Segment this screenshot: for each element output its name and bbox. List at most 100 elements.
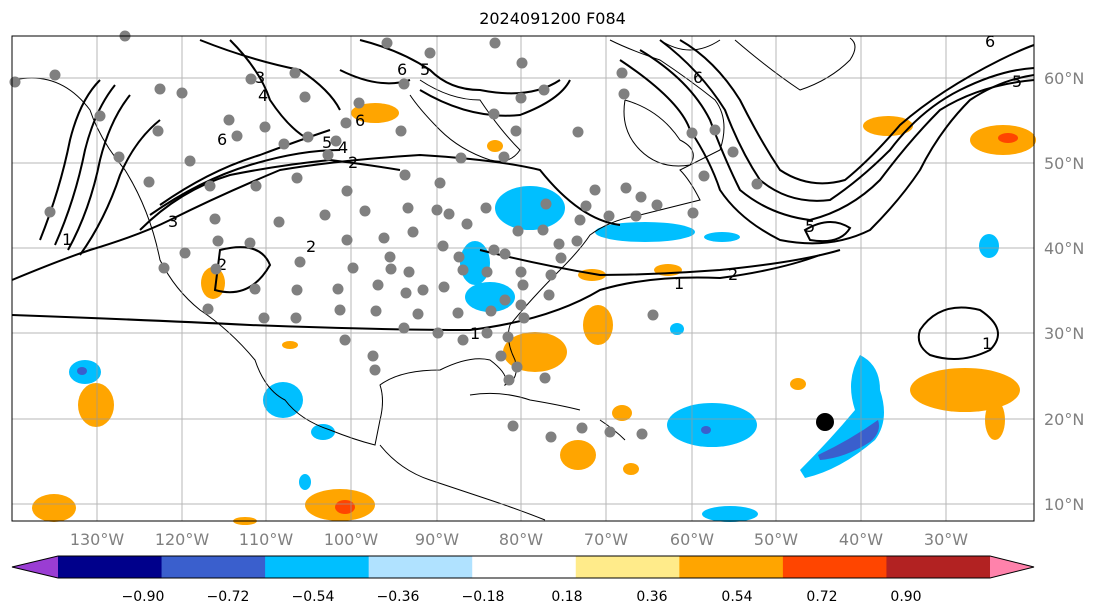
station-dot <box>223 114 235 126</box>
station-dot <box>543 289 555 301</box>
station-dot <box>603 210 615 222</box>
station-dot <box>143 176 155 188</box>
station-dot <box>438 281 450 293</box>
latitude-labels: 60°N 50°N 40°N 30°N 20°N 10°N <box>1044 69 1084 514</box>
station-dot <box>339 334 351 346</box>
colorbar-tick-label: −0.18 <box>462 589 505 605</box>
station-dot <box>424 47 436 59</box>
station-dot <box>488 244 500 256</box>
station-dot <box>481 327 493 339</box>
station-dot <box>259 121 271 133</box>
coastlines <box>13 37 856 521</box>
station-dot <box>580 200 592 212</box>
station-dot <box>485 305 497 317</box>
location-marker-dot <box>816 413 834 431</box>
lon-label: 100°W <box>324 530 379 549</box>
station-dot <box>709 124 721 136</box>
station-dot <box>202 303 214 315</box>
positive-anomaly-areas <box>32 103 1036 525</box>
station-dot <box>539 372 551 384</box>
lat-label: 20°N <box>1044 410 1084 429</box>
station-dot <box>154 83 166 95</box>
colorbar-segment <box>679 556 784 578</box>
station-dot <box>231 130 243 142</box>
station-dot <box>431 204 443 216</box>
station-dot <box>618 88 630 100</box>
station-dot <box>294 256 306 268</box>
station-dot <box>553 238 565 250</box>
station-dot <box>353 97 365 109</box>
station-dot <box>322 149 334 161</box>
station-dot <box>571 235 583 247</box>
colorbar-segment <box>265 556 370 578</box>
station-dot <box>370 305 382 317</box>
station-dot <box>452 307 464 319</box>
station-dot <box>572 126 584 138</box>
contour-label: 2 <box>348 153 358 172</box>
contour-label: 4 <box>338 138 348 157</box>
map-panel: 1 1 1 1 2 2 2 2 3 3 4 4 5 5 5 5 6 6 6 6 … <box>9 30 1036 525</box>
contour-label: 6 <box>217 130 227 149</box>
station-dot <box>341 234 353 246</box>
station-dot <box>113 151 125 163</box>
contour-label: 5 <box>1012 72 1022 91</box>
lon-label: 60°W <box>670 530 714 549</box>
station-dot <box>616 67 628 79</box>
station-dot <box>403 266 415 278</box>
colorbar-tick-label: 0.18 <box>551 589 582 605</box>
station-dot <box>340 117 352 129</box>
station-dot <box>495 350 507 362</box>
contour-label: 5 <box>322 133 332 152</box>
lon-label: 70°W <box>584 530 628 549</box>
colorbar-tick-label: −0.90 <box>122 589 165 605</box>
colorbar-tick-labels: −0.90 −0.72 −0.54 −0.36 −0.18 0.18 0.36 … <box>122 589 922 605</box>
station-dot <box>341 185 353 197</box>
station-dot <box>432 327 444 339</box>
station-dot <box>9 76 21 88</box>
station-dot <box>589 184 601 196</box>
station-dot <box>515 92 527 104</box>
station-dot <box>395 125 407 137</box>
contour-label: 5 <box>420 60 430 79</box>
lon-label: 50°W <box>754 530 798 549</box>
station-dot <box>489 37 501 49</box>
colorbar-tick-label: −0.36 <box>377 589 420 605</box>
station-dot <box>210 263 222 275</box>
station-dot <box>698 170 710 182</box>
contour-label: 1 <box>470 324 480 343</box>
lat-label: 30°N <box>1044 324 1084 343</box>
longitude-labels: 130°W 120°W 110°W 100°W 90°W 80°W 70°W 6… <box>70 530 968 549</box>
station-dot <box>291 284 303 296</box>
station-dot <box>636 428 648 440</box>
station-dot <box>545 269 557 281</box>
contour-label: 1 <box>982 334 992 353</box>
contour-label: 6 <box>355 111 365 130</box>
colorbar-extend-low <box>12 556 58 578</box>
station-dot <box>453 251 465 263</box>
colorbar-segment <box>58 556 163 578</box>
station-dot <box>457 264 469 276</box>
station-dot <box>481 266 493 278</box>
station-dot <box>651 199 663 211</box>
station-dot <box>319 209 331 221</box>
station-dot <box>176 87 188 99</box>
contour-label: 1 <box>62 230 72 249</box>
station-dot <box>258 312 270 324</box>
station-dot <box>488 108 500 120</box>
station-dot <box>503 374 515 386</box>
station-dot <box>510 125 522 137</box>
station-dot <box>367 350 379 362</box>
contour-label: 2 <box>728 265 738 284</box>
station-dot <box>400 287 412 299</box>
station-dot <box>635 191 647 203</box>
station-dot <box>434 177 446 189</box>
station-dot <box>44 206 56 218</box>
contour-label: 5 <box>805 217 815 236</box>
station-dot <box>686 127 698 139</box>
station-dot <box>402 202 414 214</box>
station-dot <box>378 232 390 244</box>
lon-label: 110°W <box>239 530 294 549</box>
map-title: 2024091200 F084 <box>479 9 626 28</box>
lon-label: 130°W <box>70 530 125 549</box>
colorbar-tick-label: 0.54 <box>721 589 752 605</box>
